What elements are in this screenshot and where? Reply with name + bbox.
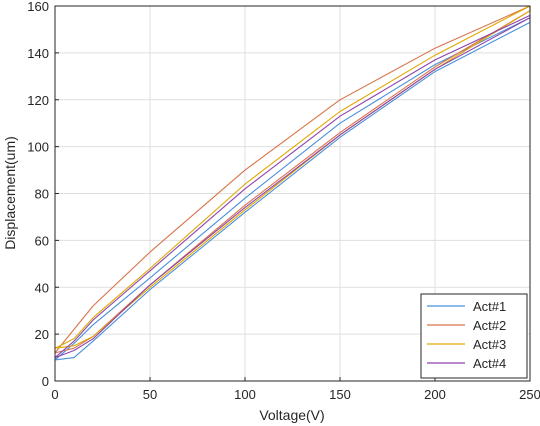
y-axis-label: Displacement(um) [2,136,18,250]
legend: Act#1 Act#2 Act#3 Act#4 [420,293,528,379]
y-tick-label: 140 [27,46,49,61]
y-tick-label: 80 [35,187,49,202]
x-axis-ticks: 0 50 100 150 200 250 [51,377,540,402]
y-tick-label: 60 [35,233,49,248]
x-tick-label: 200 [424,387,446,402]
x-tick-label: 150 [329,387,351,402]
legend-label: Act#3 [473,337,506,352]
y-axis-ticks: 0 20 40 60 80 100 120 140 160 [27,0,59,389]
x-tick-label: 50 [143,387,157,402]
x-tick-label: 0 [51,387,58,402]
y-tick-label: 20 [35,327,49,342]
y-tick-label: 40 [35,280,49,295]
y-tick-label: 0 [42,374,49,389]
legend-label: Act#4 [473,356,506,371]
legend-box [420,293,528,379]
x-tick-label: 100 [234,387,256,402]
y-tick-label: 100 [27,140,49,155]
legend-label: Act#2 [473,318,506,333]
legend-label: Act#1 [473,299,506,314]
x-tick-label: 250 [519,387,540,402]
y-tick-label: 120 [27,93,49,108]
x-axis-label: Voltage(V) [259,407,324,423]
y-tick-label: 160 [27,0,49,14]
